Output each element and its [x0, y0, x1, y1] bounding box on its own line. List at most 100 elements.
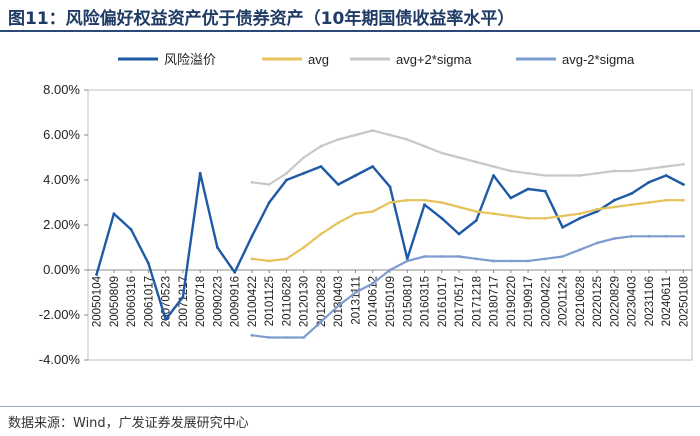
data-point: [285, 171, 288, 175]
line-chart: 8.00% 6.00% 4.00% 2.00% 0.00% -2.00% -4.00% 200…: [39, 52, 693, 367]
data-point: [336, 304, 340, 308]
x-tick-label: 20230403: [627, 276, 639, 327]
data-point: [354, 133, 357, 137]
data-point: [474, 210, 478, 213]
data-point: [578, 216, 582, 220]
data-point: [164, 318, 168, 321]
data-point: [526, 171, 530, 175]
x-tick-label: 20060316: [126, 276, 138, 327]
data-point: [682, 183, 685, 186]
data-point: [233, 270, 237, 274]
data-point: [423, 255, 426, 258]
x-tick-label: 20170517: [454, 276, 466, 327]
data-point: [492, 212, 495, 216]
data-point: [526, 259, 530, 263]
data-point: [595, 171, 599, 175]
x-tick-label: 20180717: [489, 276, 501, 327]
data-point: [474, 219, 478, 222]
x-tick-label: 20130403: [333, 276, 345, 327]
x-tick-label: 20190917: [523, 276, 535, 327]
data-point: [388, 201, 392, 204]
data-point: [423, 198, 426, 202]
data-point: [630, 169, 633, 173]
data-point: [664, 165, 668, 168]
data-point: [543, 257, 547, 261]
x-tick-label: 20250108: [678, 276, 690, 327]
data-point: [664, 198, 668, 202]
data-point: [612, 205, 616, 209]
title-rule: [0, 30, 700, 32]
y-tick-label: -4.00%: [39, 352, 81, 367]
data-point: [371, 129, 375, 132]
data-point: [250, 257, 254, 261]
data-point: [578, 174, 582, 177]
data-point: [354, 212, 357, 216]
x-tick-label: 20240611: [661, 276, 673, 326]
x-tick-label: 20120130: [299, 276, 311, 327]
data-point: [371, 282, 375, 285]
x-tick-label: 20220829: [609, 276, 621, 327]
series-line-2: [250, 129, 685, 186]
data-point: [336, 138, 340, 141]
x-tick-label: 20231106: [644, 276, 656, 326]
source-note: 数据来源：Wind，广发证券发展研究中心: [8, 416, 249, 431]
data-point: [682, 234, 685, 238]
x-tick-label: 20100422: [247, 276, 259, 327]
data-point: [405, 257, 409, 261]
x-tick-label: 20080718: [195, 276, 207, 327]
data-point: [509, 259, 513, 263]
data-point: [543, 216, 547, 220]
data-point: [440, 151, 444, 155]
data-point: [492, 259, 495, 263]
data-point: [354, 174, 357, 177]
data-point: [509, 214, 513, 218]
data-point: [319, 165, 323, 168]
y-tick-label: 8.00%: [43, 82, 80, 97]
data-point: [302, 171, 306, 175]
data-point: [198, 171, 202, 175]
data-point: [423, 203, 426, 207]
legend-label: avg-2*sigma: [562, 52, 635, 67]
data-point: [561, 174, 564, 177]
data-point: [112, 212, 116, 216]
x-tick-label: 20090223: [212, 276, 224, 327]
data-point: [578, 212, 582, 216]
x-tick-label: 20061017: [143, 276, 155, 327]
data-point: [647, 180, 651, 184]
data-point: [388, 185, 392, 189]
data-point: [129, 228, 133, 231]
data-point: [319, 144, 323, 148]
series-line-3: [250, 235, 685, 339]
data-point: [302, 156, 306, 159]
x-tick-label: 20110628: [281, 276, 293, 326]
data-point: [561, 255, 564, 258]
y-tick-label: -2.00%: [39, 307, 81, 322]
x-tick-label: 20050809: [109, 276, 121, 327]
data-point: [492, 174, 495, 177]
data-point: [612, 198, 616, 202]
x-tick-label: 20160315: [420, 276, 432, 327]
source-rule: [0, 406, 700, 407]
data-point: [457, 232, 461, 236]
data-point: [95, 273, 98, 276]
data-point: [543, 189, 547, 193]
data-point: [285, 336, 288, 339]
data-point: [630, 203, 633, 207]
data-point: [285, 178, 288, 182]
series-line-1: [250, 199, 685, 263]
data-point: [647, 201, 651, 204]
x-tick-label: 20171218: [471, 276, 483, 327]
data-point: [405, 259, 409, 263]
data-point: [147, 261, 150, 265]
data-point: [474, 257, 478, 261]
x-tick-label: 20200422: [540, 276, 552, 327]
data-point: [526, 187, 530, 191]
x-tick-label: 20210628: [575, 276, 587, 327]
data-point: [578, 248, 582, 252]
data-point: [250, 333, 254, 337]
data-point: [302, 246, 306, 249]
data-point: [664, 174, 668, 177]
data-point: [302, 336, 306, 339]
data-point: [216, 246, 219, 249]
data-point: [492, 165, 495, 168]
